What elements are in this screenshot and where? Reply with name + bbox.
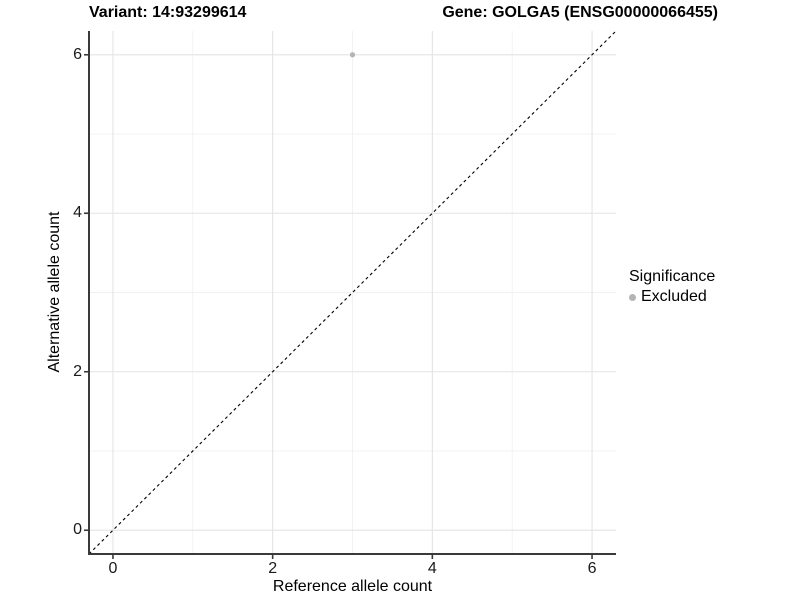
legend-items: Excluded xyxy=(629,288,715,306)
legend-title: Significance xyxy=(629,268,716,285)
variant-title: Variant: 14:93299614 xyxy=(89,4,247,21)
gene-title: Gene: GOLGA5 (ENSG00000066455) xyxy=(442,4,718,21)
legend-point-icon xyxy=(629,293,636,301)
y-tick-label-2: 2 xyxy=(73,362,82,380)
y-tick-label-6: 6 xyxy=(73,45,82,63)
y-tick-label-0: 0 xyxy=(73,521,82,539)
x-tick-label-6: 6 xyxy=(587,560,597,577)
y-axis-title: Alternative allele count xyxy=(46,211,63,373)
data-point xyxy=(349,52,356,58)
identity-dashed-line xyxy=(88,30,617,555)
legend-item-label: Excluded xyxy=(641,288,707,305)
x-axis-title: Reference allele count xyxy=(272,578,433,595)
x-tick-label-2: 2 xyxy=(268,560,278,577)
legend: Significance Excluded xyxy=(629,268,715,306)
x-tick-label-0: 0 xyxy=(108,560,118,577)
x-tick-label-4: 4 xyxy=(427,560,437,577)
legend-item: Excluded xyxy=(629,288,715,306)
y-tick-label-4: 4 xyxy=(73,204,82,222)
